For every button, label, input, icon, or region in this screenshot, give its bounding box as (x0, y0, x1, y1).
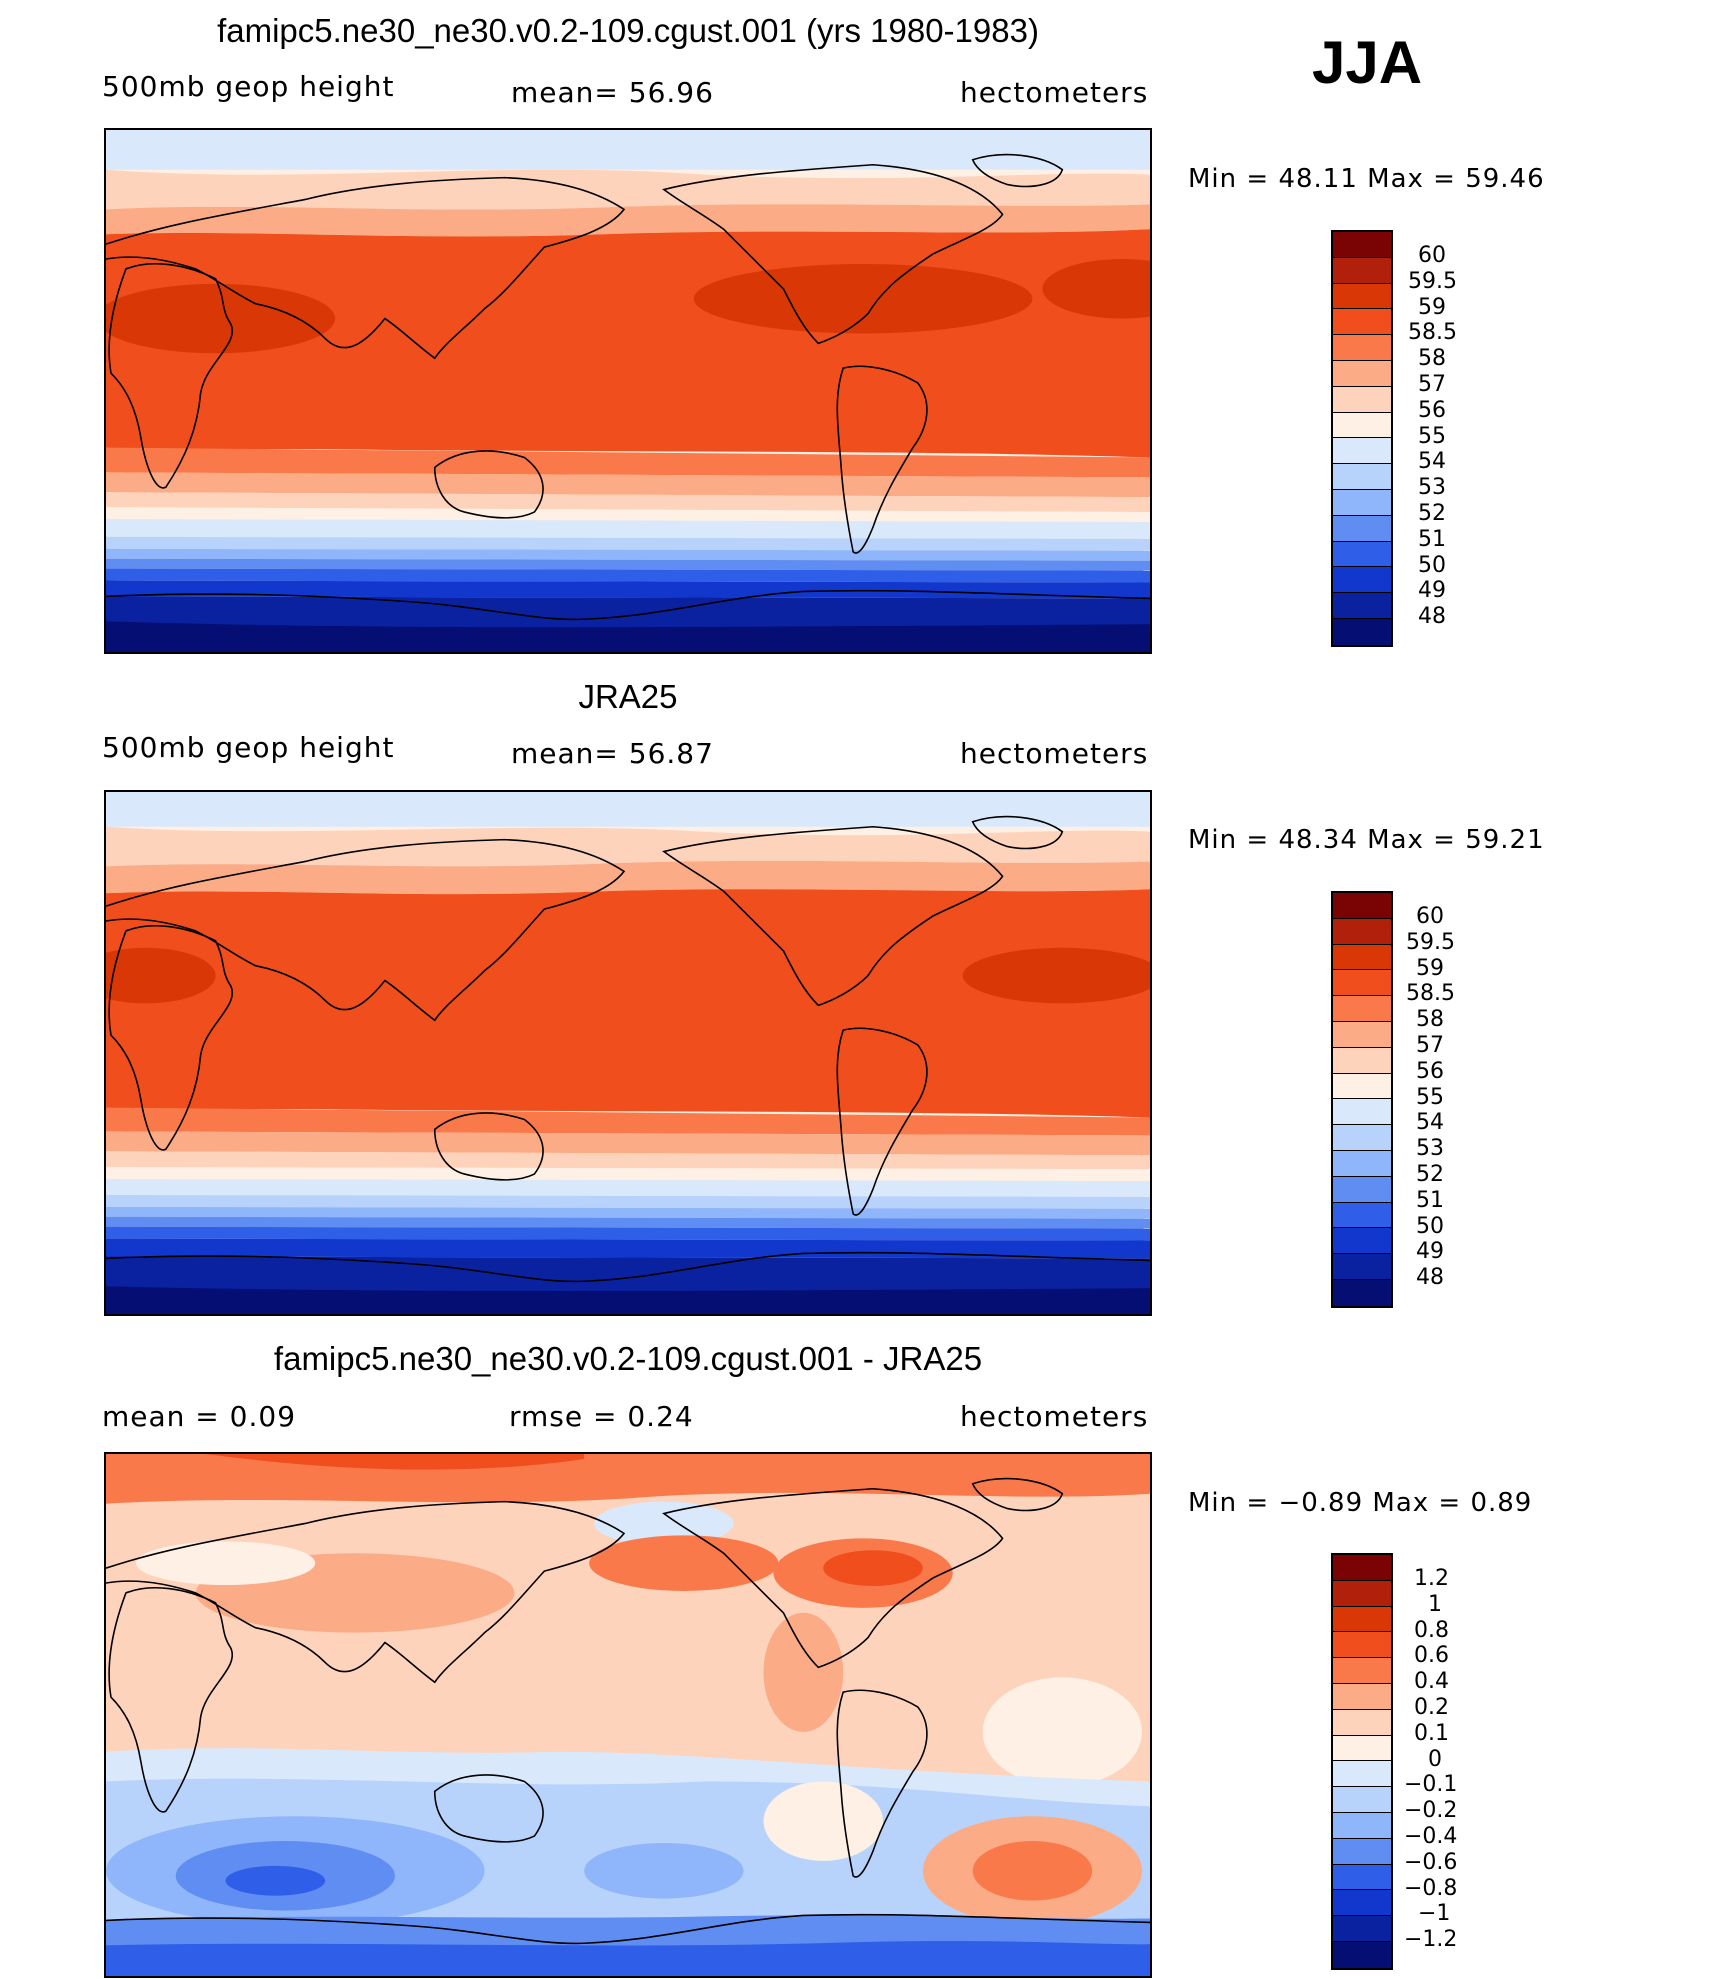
panel2-colorbar-tick: 60 (1416, 904, 1444, 929)
panel3-colorbar-tick: 0.2 (1414, 1695, 1449, 1720)
panel2-colorbar (1331, 891, 1393, 1308)
panel2-min-max: Min = 48.34 Max = 59.21 (1188, 825, 1545, 855)
panel1-variable-label: 500mb geop height (102, 70, 395, 103)
panel2-colorbar-tick: 57 (1416, 1033, 1444, 1058)
panel3-colorbar-tick: −0.8 (1404, 1876, 1458, 1901)
panel2-contour-field (106, 792, 1150, 1314)
panel1-colorbar-tick: 58 (1418, 346, 1446, 371)
panel2-colorbar-tick: 54 (1416, 1110, 1444, 1135)
panel2-colorbar-tick: 59.5 (1406, 930, 1455, 955)
panel3-map (104, 1452, 1152, 1978)
panel2-colorbar-tick: 56 (1416, 1059, 1444, 1084)
panel3-mean-label: mean = 0.09 (102, 1400, 297, 1433)
panel1-colorbar-tick: 54 (1418, 449, 1446, 474)
panel2-colorbar-tick: 52 (1416, 1162, 1444, 1187)
panel1-colorbar-tick: 49 (1418, 578, 1446, 603)
panel1-colorbar (1331, 230, 1393, 647)
panel3-colorbar (1331, 1553, 1393, 1970)
panel3-colorbar-tick: −1 (1418, 1901, 1451, 1926)
season-label: JJA (1312, 29, 1423, 96)
panel2-colorbar-tick: 58.5 (1406, 981, 1455, 1006)
panel2-map (104, 790, 1152, 1316)
panel1-colorbar-tick: 57 (1418, 372, 1446, 397)
panel3-colorbar-tick: 0.1 (1414, 1721, 1449, 1746)
panel2-variable-label: 500mb geop height (102, 731, 395, 764)
panel1-units-label: hectometers (960, 76, 1149, 109)
panel2-colorbar-tick: 53 (1416, 1136, 1444, 1161)
panel1-colorbar-tick: 51 (1418, 527, 1446, 552)
panel2-colorbar-tick: 58 (1416, 1007, 1444, 1032)
panel1-colorbar-tick: 48 (1418, 604, 1446, 629)
panel1-min-max: Min = 48.11 Max = 59.46 (1188, 164, 1545, 194)
panel2-title: JRA25 (578, 678, 678, 715)
panel3-contour-field (106, 1454, 1150, 1976)
panel1-colorbar-tick: 59 (1418, 295, 1446, 320)
panel1-colorbar-tick: 58.5 (1408, 320, 1457, 345)
panel3-units-label: hectometers (960, 1400, 1149, 1433)
panel2-colorbar-tick: 48 (1416, 1265, 1444, 1290)
panel1-colorbar-tick: 56 (1418, 398, 1446, 423)
panel1-colorbar-tick: 60 (1418, 243, 1446, 268)
panel3-colorbar-tick: 0.4 (1414, 1669, 1449, 1694)
panel3-colorbar-tick: −0.2 (1404, 1798, 1458, 1823)
panel3-colorbar-tick: 0 (1428, 1747, 1442, 1772)
panel3-colorbar-tick: −0.1 (1404, 1772, 1458, 1797)
panel3-colorbar-tick: 0.8 (1414, 1618, 1449, 1643)
panel2-mean-label: mean= 56.87 (511, 737, 714, 770)
panel3-colorbar-tick: 0.6 (1414, 1643, 1449, 1668)
panel1-map (104, 128, 1152, 654)
panel1-colorbar-tick: 55 (1418, 424, 1446, 449)
panel3-colorbar-tick: 1.2 (1414, 1566, 1449, 1591)
panel3-rmse-label: rmse = 0.24 (509, 1400, 694, 1433)
panel2-colorbar-tick: 51 (1416, 1188, 1444, 1213)
panel1-mean-label: mean= 56.96 (511, 76, 714, 109)
panel3-colorbar-tick: 1 (1428, 1592, 1442, 1617)
panel1-colorbar-tick: 59.5 (1408, 269, 1457, 294)
panel3-colorbar-tick: −1.2 (1404, 1927, 1458, 1952)
panel3-title: famipc5.ne30_ne30.v0.2-109.cgust.001 - J… (273, 1340, 983, 1377)
panel3-min-max: Min = −0.89 Max = 0.89 (1188, 1488, 1533, 1518)
panel2-colorbar-tick: 49 (1416, 1239, 1444, 1264)
panel2-colorbar-tick: 50 (1416, 1214, 1444, 1239)
panel1-colorbar-tick: 52 (1418, 501, 1446, 526)
panel2-colorbar-tick: 59 (1416, 956, 1444, 981)
panel1-colorbar-tick: 53 (1418, 475, 1446, 500)
panel2-colorbar-tick: 55 (1416, 1085, 1444, 1110)
panel3-colorbar-tick: −0.6 (1404, 1850, 1458, 1875)
panel3-colorbar-tick: −0.4 (1404, 1824, 1458, 1849)
panel1-title: famipc5.ne30_ne30.v0.2-109.cgust.001 (yr… (217, 12, 1039, 49)
panel1-colorbar-tick: 50 (1418, 553, 1446, 578)
panel1-contour-field (106, 130, 1150, 652)
panel2-units-label: hectometers (960, 737, 1149, 770)
